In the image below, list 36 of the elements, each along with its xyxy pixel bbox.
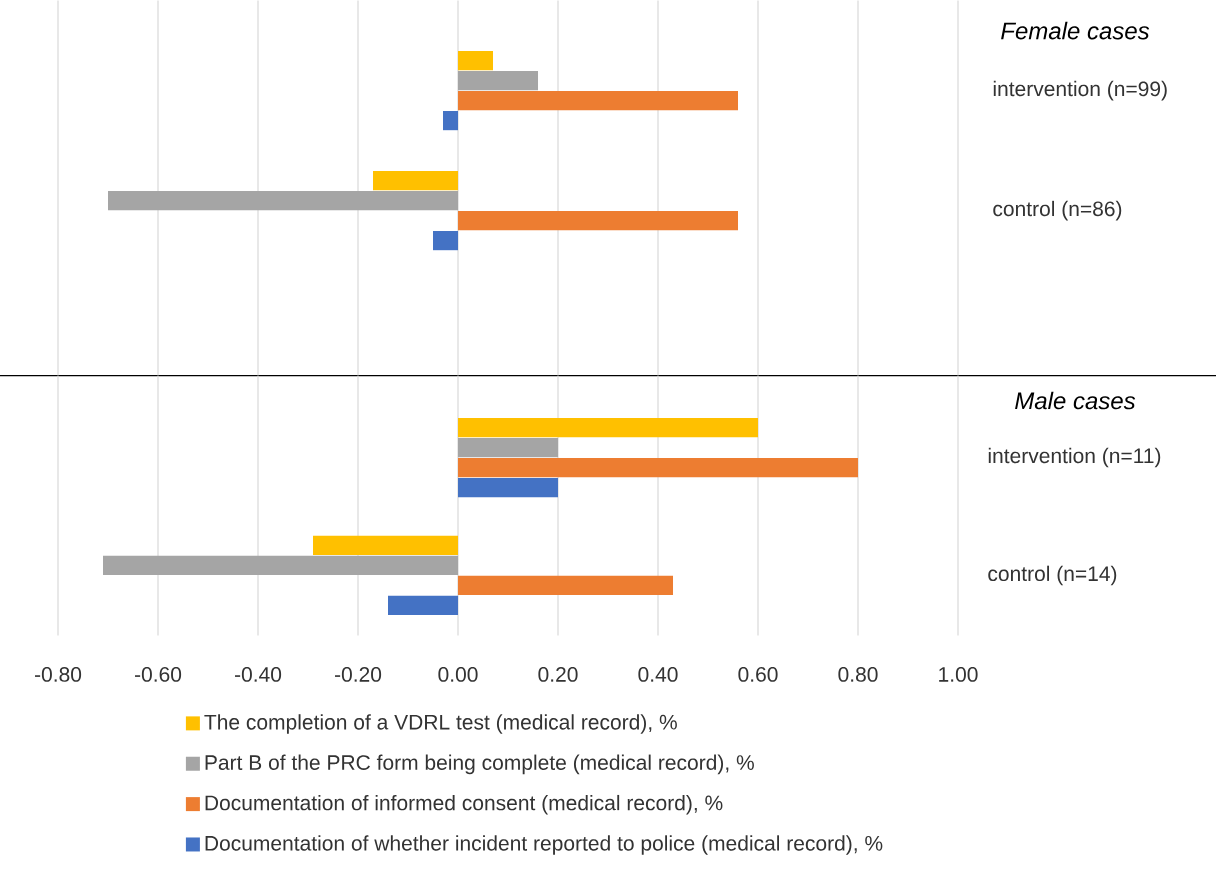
bar [388,596,459,616]
text: Female cases [1001,22,1150,40]
bar [108,191,459,211]
x-tick-label: -0.60 [135,667,182,683]
x-tick-label: 0.60 [738,667,778,683]
bar [458,418,759,438]
bar [458,478,559,498]
bar [373,171,459,191]
bar [458,458,859,478]
legend-label: Part B of the PRC form being complete (medical record), % [205,754,754,775]
legend-label: Documentation of informed consent (medical record), % [205,795,723,815]
x-tick-label: -0.80 [35,667,82,683]
legend-label: The completion of a VDRL test (medical record), % [204,714,677,734]
bar [458,51,494,71]
bar [458,438,559,458]
bar [458,576,673,596]
bar [458,91,738,111]
bar [458,211,738,231]
legend-label: Documentation of whether incident reported to police (medical record), % [205,835,883,856]
bar [443,111,459,131]
y-tick-label: control (n=14) [988,565,1117,586]
y-tick-label: intervention (n=11) [988,447,1161,468]
x-tick-label: 1.00 [939,667,978,683]
x-tick-label: -0.20 [335,667,382,683]
y-tick-label: control (n=86) [993,201,1122,221]
x-tick-label: 0.00 [438,667,478,683]
x-tick-label: 0.40 [638,667,678,683]
x-tick-label: 0.20 [538,667,578,683]
text: Male cases [1015,391,1136,410]
y-tick-label: intervention (n=99) [993,81,1167,101]
x-tick-label: 0.80 [838,667,878,683]
bar [313,536,459,556]
bar [458,71,539,91]
bar [433,231,459,251]
x-tick-label: -0.40 [235,667,282,683]
bar [103,556,459,576]
